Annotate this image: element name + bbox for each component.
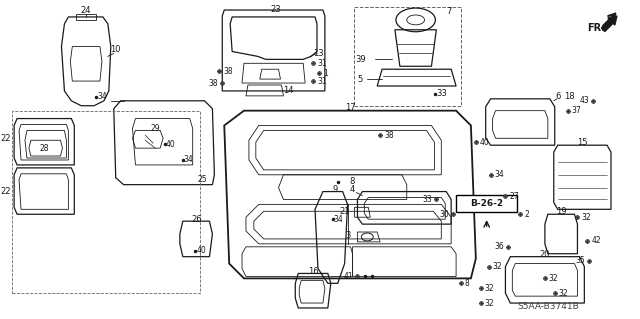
Text: 21: 21 bbox=[339, 207, 350, 216]
Text: 14: 14 bbox=[283, 86, 294, 95]
Text: 17: 17 bbox=[345, 103, 356, 112]
Text: 35: 35 bbox=[575, 256, 586, 265]
Bar bbox=[12, 111, 200, 293]
Text: 15: 15 bbox=[577, 138, 588, 147]
Text: 34: 34 bbox=[495, 170, 504, 179]
Text: 32: 32 bbox=[581, 213, 591, 222]
Text: 9: 9 bbox=[332, 185, 337, 194]
Text: 38: 38 bbox=[384, 131, 394, 140]
Text: 10: 10 bbox=[111, 45, 121, 54]
Text: 32: 32 bbox=[484, 284, 494, 293]
Text: 19: 19 bbox=[556, 207, 567, 216]
Text: 42: 42 bbox=[591, 236, 601, 245]
Text: 32: 32 bbox=[493, 262, 502, 271]
Text: 3: 3 bbox=[345, 232, 350, 241]
Text: 38: 38 bbox=[209, 78, 218, 87]
Text: 7: 7 bbox=[447, 6, 452, 16]
Text: 39: 39 bbox=[355, 55, 365, 64]
Text: 30: 30 bbox=[440, 210, 449, 219]
Text: 20: 20 bbox=[540, 250, 550, 259]
Text: 31: 31 bbox=[317, 59, 326, 68]
Text: 29: 29 bbox=[150, 124, 160, 133]
Text: 8: 8 bbox=[465, 279, 470, 288]
Text: 36: 36 bbox=[495, 242, 504, 251]
Text: 1: 1 bbox=[323, 69, 328, 78]
Text: 37: 37 bbox=[572, 106, 581, 115]
Text: B-26-2: B-26-2 bbox=[470, 199, 503, 208]
Text: 32: 32 bbox=[484, 299, 494, 308]
Text: 31: 31 bbox=[317, 77, 326, 85]
Text: 23: 23 bbox=[270, 4, 281, 13]
Text: 24: 24 bbox=[81, 5, 92, 15]
Text: 8: 8 bbox=[350, 177, 355, 186]
Text: 40: 40 bbox=[480, 138, 490, 147]
Text: 25: 25 bbox=[198, 175, 207, 184]
Text: 41: 41 bbox=[344, 272, 353, 281]
Text: 33: 33 bbox=[422, 195, 433, 204]
Bar bbox=[355, 7, 461, 106]
Text: 32: 32 bbox=[559, 289, 568, 298]
Text: 34: 34 bbox=[334, 215, 344, 224]
Text: 34: 34 bbox=[97, 93, 107, 101]
Text: 22: 22 bbox=[1, 134, 11, 143]
FancyArrow shape bbox=[602, 16, 617, 32]
Text: 22: 22 bbox=[1, 187, 11, 196]
Text: 6: 6 bbox=[555, 93, 561, 101]
Text: S5AA-B3741B: S5AA-B3741B bbox=[518, 301, 579, 310]
Text: 18: 18 bbox=[564, 93, 575, 101]
Text: 32: 32 bbox=[549, 274, 559, 283]
Text: FR.: FR. bbox=[587, 23, 605, 33]
Text: 28: 28 bbox=[40, 144, 49, 153]
Text: 4: 4 bbox=[350, 185, 355, 194]
Bar bbox=[456, 195, 517, 212]
Text: 16: 16 bbox=[308, 267, 318, 276]
Text: 5: 5 bbox=[358, 75, 363, 84]
Text: 40: 40 bbox=[196, 246, 207, 255]
Text: 27: 27 bbox=[509, 192, 519, 201]
Text: 38: 38 bbox=[223, 67, 233, 76]
Text: 34: 34 bbox=[184, 155, 194, 165]
Text: 2: 2 bbox=[524, 210, 529, 219]
Text: 26: 26 bbox=[191, 215, 202, 224]
Text: 13: 13 bbox=[313, 49, 323, 58]
Text: 43: 43 bbox=[580, 96, 589, 105]
Text: 33: 33 bbox=[436, 89, 447, 98]
Text: 40: 40 bbox=[166, 140, 176, 149]
